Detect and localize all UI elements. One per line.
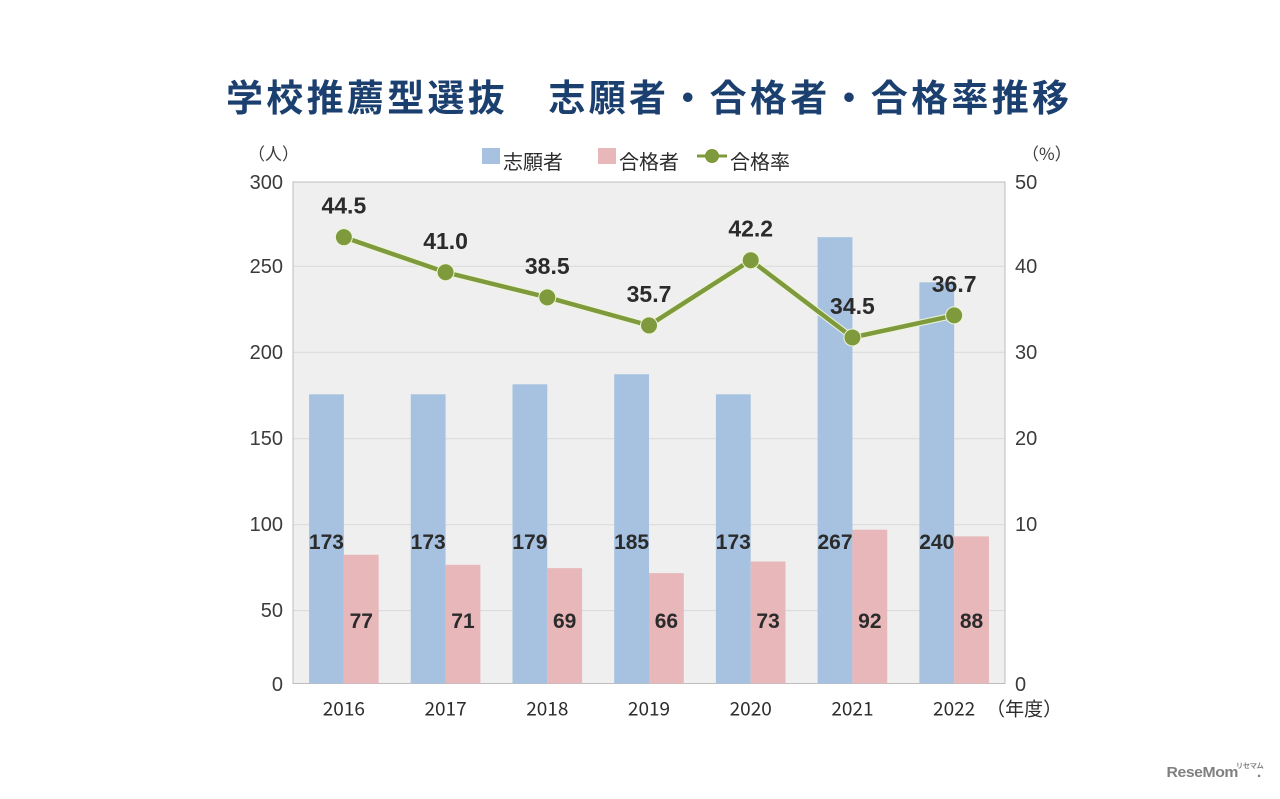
- svg-text:（年度）: （年度）: [986, 695, 1062, 722]
- svg-text:92: 92: [858, 610, 881, 633]
- svg-text:50: 50: [261, 600, 283, 622]
- svg-text:2022: 2022: [933, 695, 975, 722]
- svg-text:44.5: 44.5: [321, 193, 366, 219]
- svg-text:240: 240: [919, 531, 954, 554]
- svg-text:41.0: 41.0: [423, 228, 468, 254]
- svg-text:69: 69: [553, 610, 576, 633]
- svg-text:66: 66: [655, 610, 678, 633]
- svg-text:88: 88: [960, 610, 984, 633]
- svg-text:50: 50: [1015, 172, 1037, 194]
- svg-text:173: 173: [716, 531, 751, 554]
- svg-text:20: 20: [1015, 428, 1037, 450]
- svg-text:34.5: 34.5: [830, 293, 875, 319]
- svg-text:200: 200: [250, 342, 283, 364]
- svg-text:2019: 2019: [628, 695, 670, 722]
- svg-text:2021: 2021: [831, 695, 873, 722]
- svg-text:40: 40: [1015, 256, 1037, 278]
- svg-text:267: 267: [818, 531, 853, 554]
- svg-text:185: 185: [614, 531, 649, 554]
- svg-text:10: 10: [1015, 514, 1037, 536]
- svg-text:2016: 2016: [323, 695, 365, 722]
- svg-text:73: 73: [756, 610, 779, 633]
- svg-text:100: 100: [250, 514, 283, 536]
- svg-text:2017: 2017: [424, 695, 466, 722]
- svg-text:0: 0: [272, 674, 283, 696]
- svg-text:0: 0: [1015, 674, 1026, 696]
- svg-text:35.7: 35.7: [627, 281, 672, 307]
- svg-text:30: 30: [1015, 342, 1037, 364]
- svg-text:150: 150: [250, 428, 283, 450]
- svg-text:300: 300: [250, 172, 283, 194]
- svg-text:36.7: 36.7: [932, 271, 977, 297]
- svg-text:2018: 2018: [526, 695, 568, 722]
- svg-text:2020: 2020: [730, 695, 772, 722]
- svg-text:173: 173: [411, 531, 446, 554]
- svg-text:250: 250: [250, 256, 283, 278]
- svg-text:173: 173: [309, 531, 344, 554]
- svg-text:38.5: 38.5: [525, 253, 570, 279]
- svg-text:179: 179: [512, 531, 547, 554]
- svg-text:42.2: 42.2: [728, 216, 773, 242]
- svg-text:71: 71: [451, 610, 475, 633]
- svg-text:77: 77: [350, 610, 373, 633]
